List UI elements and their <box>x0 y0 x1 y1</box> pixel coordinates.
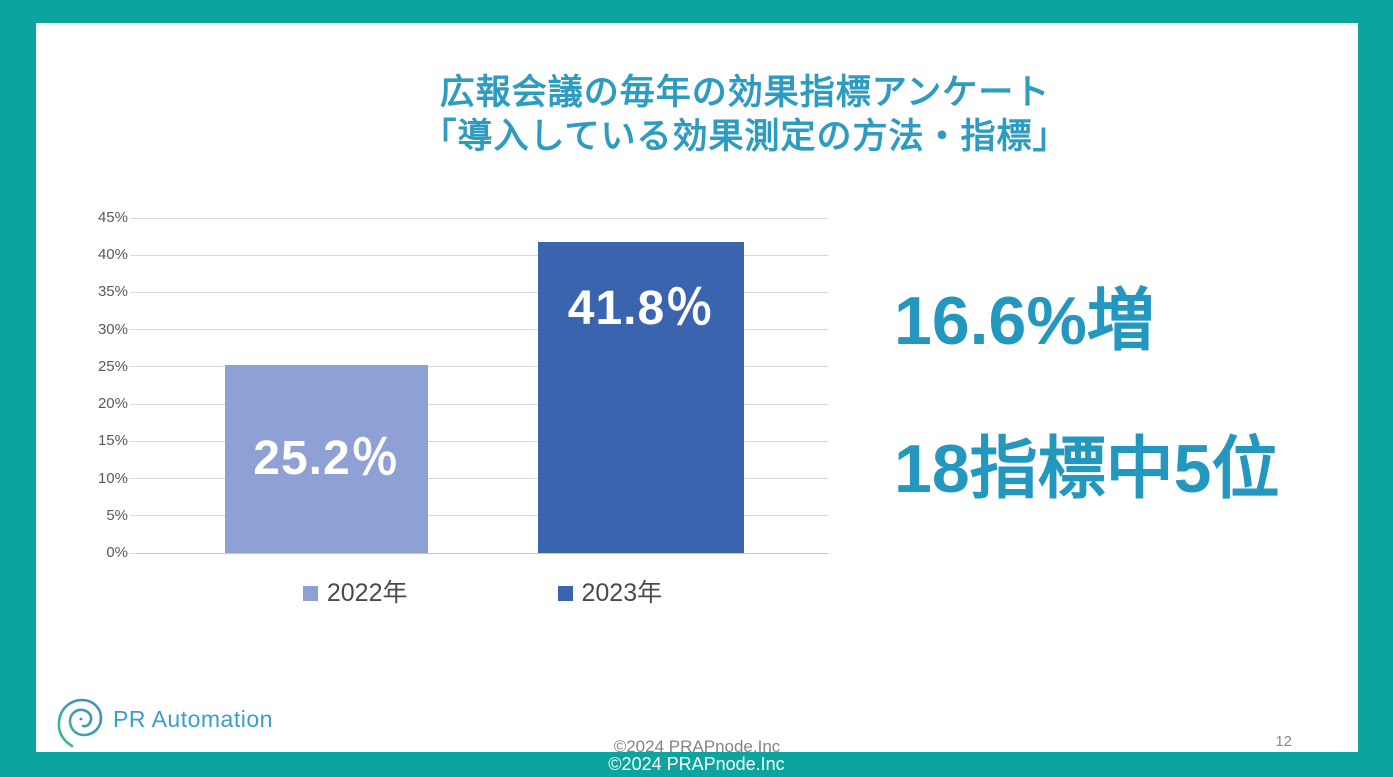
y-axis-label-5: 5% <box>106 506 128 524</box>
page-number: 12 <box>1275 733 1292 750</box>
y-axis-label-10: 10% <box>97 469 128 487</box>
legend-label-2022年: 2022年 <box>326 579 408 607</box>
gridline-5 <box>137 515 828 517</box>
bar-2022年: 25.2％ <box>225 365 428 553</box>
slide: 広報会議の毎年の効果指標アンケート 「導入している効果測定の方法・指標」 0% 5… <box>36 23 1358 752</box>
chart-legend: 2022年 2023年 <box>137 579 828 607</box>
y-axis-label-45: 45% <box>97 209 128 226</box>
tick-mark-5 <box>130 515 137 517</box>
gridline-30 <box>137 329 828 331</box>
y-axis-label-15: 15% <box>97 432 128 450</box>
tick-mark-10 <box>130 478 137 480</box>
tick-mark-40 <box>130 254 137 256</box>
slide-copyright: ©2024 PRAPnode.Inc <box>613 737 781 752</box>
y-axis-label-30: 30% <box>97 320 128 338</box>
slide-title: 広報会議の毎年の効果指標アンケート 「導入している効果測定の方法・指標」 <box>132 71 1358 159</box>
pr-automation-logo: PR Automation <box>56 695 273 749</box>
logo-text: PR Automation <box>113 705 273 732</box>
y-axis-label-0: 0% <box>106 544 128 561</box>
tick-mark-35 <box>130 291 137 293</box>
tick-mark-25 <box>130 366 137 368</box>
y-axis-label-35: 35% <box>97 283 128 301</box>
gridline-15 <box>137 440 828 442</box>
gridline-20 <box>137 403 828 405</box>
y-axis-label-40: 40% <box>97 246 128 264</box>
y-axis-label-20: 20% <box>97 395 128 413</box>
annotation-rank: 18指標中5位 <box>894 431 1280 507</box>
bar-value-label-2023年: 41.8％ <box>567 281 715 335</box>
tick-mark-0 <box>130 552 137 554</box>
border-copyright: ©2024 PRAPnode.Inc <box>608 754 785 774</box>
y-axis-label-25: 25% <box>97 357 128 375</box>
legend-swatch-2023年 <box>557 585 573 601</box>
annotation-increase: 16.6%増 <box>894 283 1155 359</box>
bar-value-label-2022年: 25.2％ <box>253 432 400 486</box>
tick-mark-30 <box>130 329 137 331</box>
legend-label-2023年: 2023年 <box>581 579 663 607</box>
legend-item-2022年: 2022年 <box>302 579 408 607</box>
spiral-swirl-icon <box>57 698 103 748</box>
gridline-0 <box>137 552 828 554</box>
legend-swatch-2022年 <box>302 585 318 601</box>
tick-mark-45 <box>130 217 137 219</box>
bar-2023年: 41.8％ <box>538 241 744 553</box>
gridline-45 <box>137 217 828 219</box>
gridline-25 <box>137 366 828 368</box>
gridline-35 <box>137 291 828 293</box>
gridline-40 <box>137 254 828 256</box>
tick-mark-20 <box>130 403 137 405</box>
bar-chart: 0% 5% 10% 15% 20% 25% 30% 35% 40% 45% 25.2％ 41.8％ <box>36 23 1358 752</box>
tick-mark-15 <box>130 440 137 442</box>
title-line-1: 広報会議の毎年の効果指標アンケート <box>439 73 1051 112</box>
gridline-10 <box>137 478 828 480</box>
legend-item-2023年: 2023年 <box>557 579 663 607</box>
title-line-2: 「導入している効果測定の方法・指標」 <box>421 117 1069 156</box>
